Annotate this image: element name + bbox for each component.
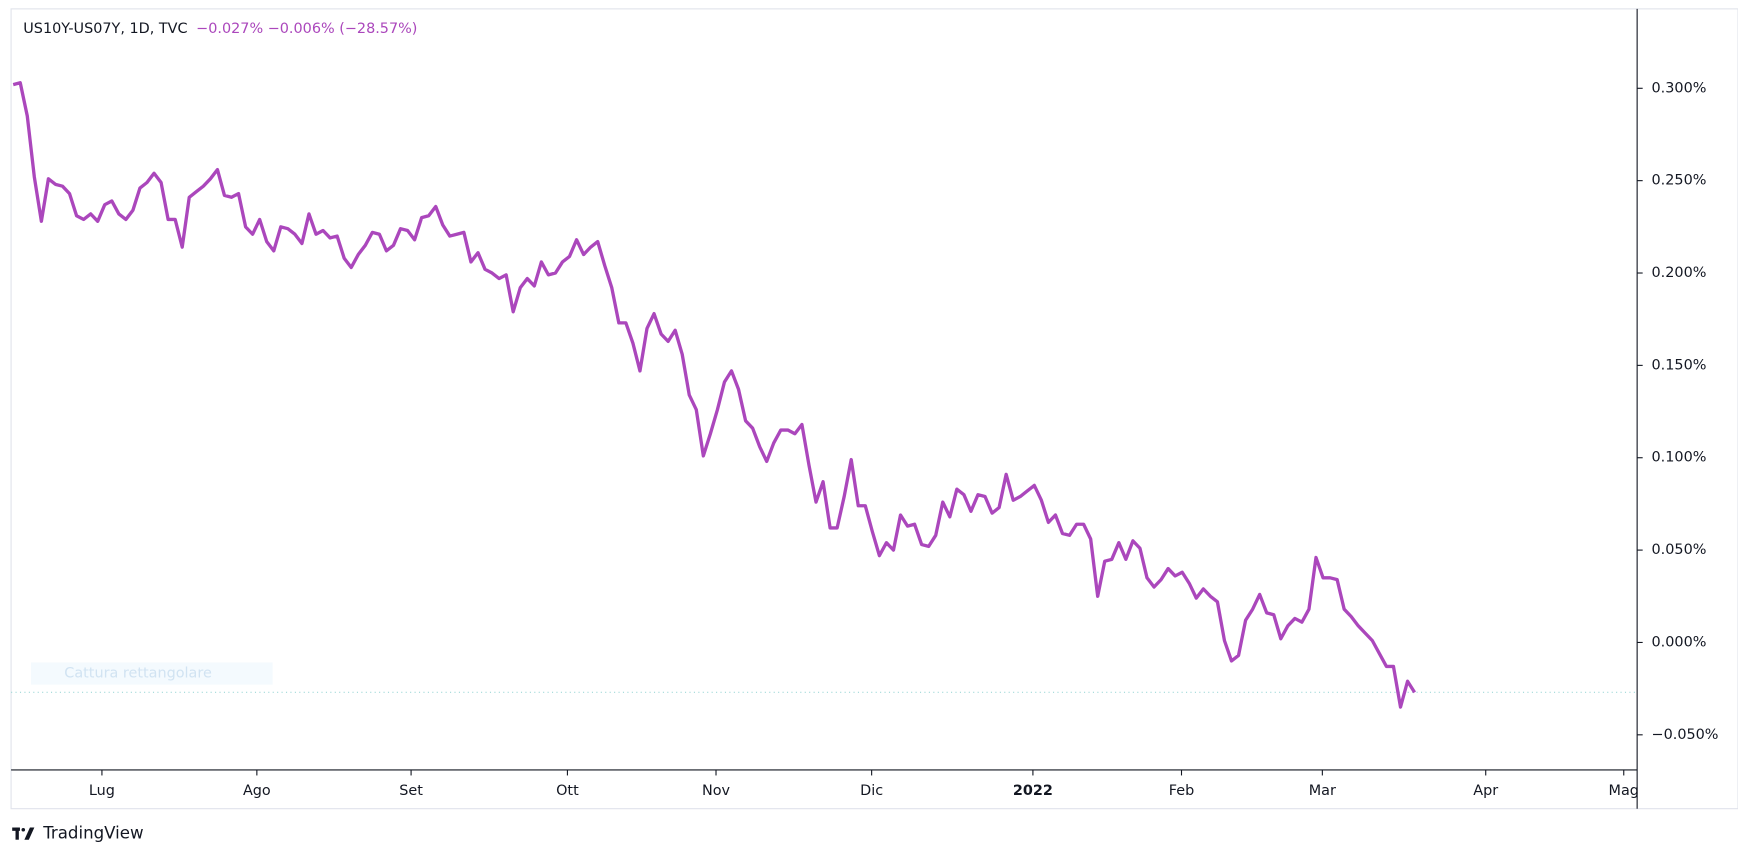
brand-name: TradingView xyxy=(42,824,143,843)
x-tick-label: Apr xyxy=(1473,783,1498,799)
hint-text: Cattura rettangolare xyxy=(64,666,212,682)
y-tick-label: 0.300% xyxy=(1652,80,1707,96)
x-tick-label: Nov xyxy=(702,783,731,799)
symbol-label: US10Y-US07Y, 1D, TVC xyxy=(23,21,187,37)
y-tick-label: 0.100% xyxy=(1652,450,1707,466)
brand-logo xyxy=(12,827,35,840)
x-tick-label: Ago xyxy=(243,783,271,799)
x-tick-label: 2022 xyxy=(1013,783,1053,799)
y-tick-label: 0.150% xyxy=(1652,357,1707,373)
chart-frame xyxy=(10,8,1738,810)
y-tick-label: 0.200% xyxy=(1652,265,1707,281)
x-tick-label: Ott xyxy=(556,783,579,799)
x-tick-label: Mar xyxy=(1309,783,1336,799)
y-tick-label: 0.050% xyxy=(1652,542,1707,558)
y-tick-label: 0.000% xyxy=(1652,634,1707,650)
x-tick-label: Feb xyxy=(1169,783,1194,799)
x-tick-label: Lug xyxy=(89,783,115,799)
series-line xyxy=(12,81,1417,709)
x-tick-label: Dic xyxy=(860,783,883,799)
hint-box xyxy=(31,662,273,685)
x-tick-label: Set xyxy=(399,783,423,799)
x-tick-label: Mag xyxy=(1609,783,1639,799)
y-tick-label: 0.250% xyxy=(1652,173,1707,189)
change-label: −0.027% −0.006% (−28.57%) xyxy=(196,21,417,37)
y-tick-label: −0.050% xyxy=(1652,727,1719,743)
